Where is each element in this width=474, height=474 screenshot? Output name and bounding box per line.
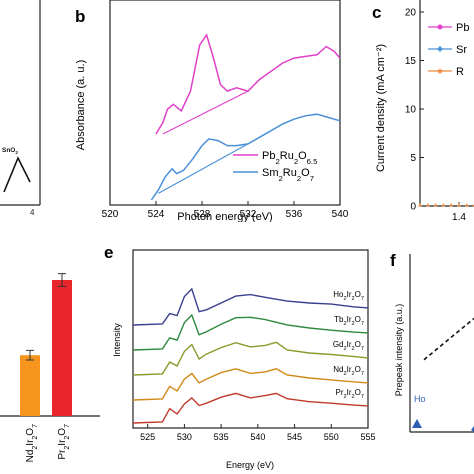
panel-c-point xyxy=(457,203,461,207)
panel-e-curve-label-pr: Pr2Ir2O7 xyxy=(336,388,365,400)
panel-c-point xyxy=(433,203,438,207)
panel-b-series-1 xyxy=(150,113,341,201)
panel-b-xtick-label: 524 xyxy=(148,209,165,220)
panel-b-legend-label-sm: Sm2Ru2O7 xyxy=(262,167,314,183)
panel-f-point-ho xyxy=(412,419,422,428)
panel-b-series-0 xyxy=(155,33,341,135)
panel-b-legend-label-pb: Pb2Ru2O6.5 xyxy=(262,150,317,166)
panel-b-xtick-label: 536 xyxy=(286,209,303,220)
panel-c-legend-marker-0 xyxy=(437,24,443,30)
panel-c-point xyxy=(449,203,454,207)
panel-c-ytick-label: 5 xyxy=(410,153,416,164)
panel-b-xtick-label: 520 xyxy=(102,209,119,220)
panel-a: SnO2 4 xyxy=(0,0,44,222)
panel-e: e Intensity 525 530 535 540 545 550 555 Ho2Ir2… xyxy=(100,240,380,474)
panel-e-series-gd xyxy=(132,341,369,376)
panel-b-series-2 xyxy=(162,90,249,135)
panel-c-point xyxy=(418,203,422,207)
panel-a-inline-label: SnO2 xyxy=(2,147,18,155)
panel-b-xtick-label: 540 xyxy=(332,209,349,220)
panel-b: b Absorbance (a. u.) 520 524 528 532 536 540 … xyxy=(70,0,360,222)
panel-d-bar-nd xyxy=(20,355,40,416)
panel-e-series-nd xyxy=(132,368,369,401)
panel-b-xtick-label: 528 xyxy=(194,209,211,220)
panel-f-point-partial xyxy=(471,426,474,432)
panel-c-xtick-label: 1.4 xyxy=(452,212,466,222)
panel-c-point xyxy=(425,203,430,207)
panel-e-curve-label-gd: Gd2Ir2O7 xyxy=(333,340,364,352)
panel-c-ytick-label: 15 xyxy=(405,56,417,67)
panel-c-point xyxy=(464,203,469,207)
panel-f-ylabel: Prepeak intensity (a.u.) xyxy=(394,304,404,397)
panel-e-curve-label-tb: Tb2Ir2O7 xyxy=(334,315,364,327)
panel-c-point xyxy=(441,203,446,207)
panel-a-tick: 4 xyxy=(30,208,35,217)
panel-e-xtick-label: 540 xyxy=(250,432,265,442)
panel-f: f Prepeak intensity (a.u.) Ho xyxy=(380,240,474,474)
panel-c-legend-marker-2 xyxy=(436,68,444,74)
panel-c-legend-marker-1 xyxy=(437,46,443,52)
panel-e-series-tb xyxy=(132,313,369,351)
panel-e-xtick-label: 530 xyxy=(177,432,192,442)
panel-e-xlabel: Energy (eV) xyxy=(226,460,274,470)
panel-c-legend-label-1: Sr xyxy=(456,44,467,56)
panel-c-legend-label-2: R xyxy=(456,66,464,78)
panel-b-xtick-label: 532 xyxy=(240,209,257,220)
panel-b-ylabel: Absorbance (a. u.) xyxy=(75,60,87,151)
panel-a-curve xyxy=(3,156,31,193)
panel-e-curve-label-nd: Nd2Ir2O7 xyxy=(333,365,364,377)
panel-e-series-pr xyxy=(132,392,369,424)
panel-e-label: e xyxy=(104,243,113,262)
panel-e-series-ho xyxy=(132,287,369,326)
panel-f-label: f xyxy=(390,251,396,270)
panel-b-plot-frame xyxy=(109,0,341,206)
panel-e-xtick-label: 555 xyxy=(360,432,375,442)
panel-c-legend-label-0: Pb xyxy=(456,22,469,34)
panel-b-series-3 xyxy=(158,143,249,194)
panel-d-category-label-pr: Pr2Ir2O7 xyxy=(57,424,71,460)
panel-d-category-label-nd: Nd2Ir2O7 xyxy=(25,424,39,463)
panel-e-xtick-label: 535 xyxy=(214,432,229,442)
panel-e-xtick-label: 545 xyxy=(287,432,302,442)
panel-e-ylabel: Intensity xyxy=(112,323,122,357)
panel-f-trendline xyxy=(423,317,474,361)
panel-d: Nd2Ir2O7 Pr2Ir2O7 xyxy=(0,240,100,474)
panel-c-ytick-label: 0 xyxy=(410,202,416,213)
panel-c: c Current density (mA cm⁻²) 0 5 10 15 20 1.4 … xyxy=(368,0,474,222)
panel-b-label: b xyxy=(75,7,85,26)
panel-e-plot-frame xyxy=(132,249,369,429)
panel-e-curve-label-ho: Ho2Ir2O7 xyxy=(333,290,364,302)
panel-d-bar-pr xyxy=(52,280,72,416)
panel-c-ylabel: Current density (mA cm⁻²) xyxy=(375,44,387,172)
panel-c-label: c xyxy=(372,3,381,22)
panel-b-xlabel: Photon energy (eV) xyxy=(177,211,272,222)
panel-e-xtick-label: 525 xyxy=(140,432,155,442)
panel-c-ytick-label: 20 xyxy=(405,8,417,19)
panel-c-ytick-label: 10 xyxy=(405,105,417,116)
panel-f-point-label: Ho xyxy=(414,394,426,404)
panel-e-xtick-label: 550 xyxy=(324,432,339,442)
